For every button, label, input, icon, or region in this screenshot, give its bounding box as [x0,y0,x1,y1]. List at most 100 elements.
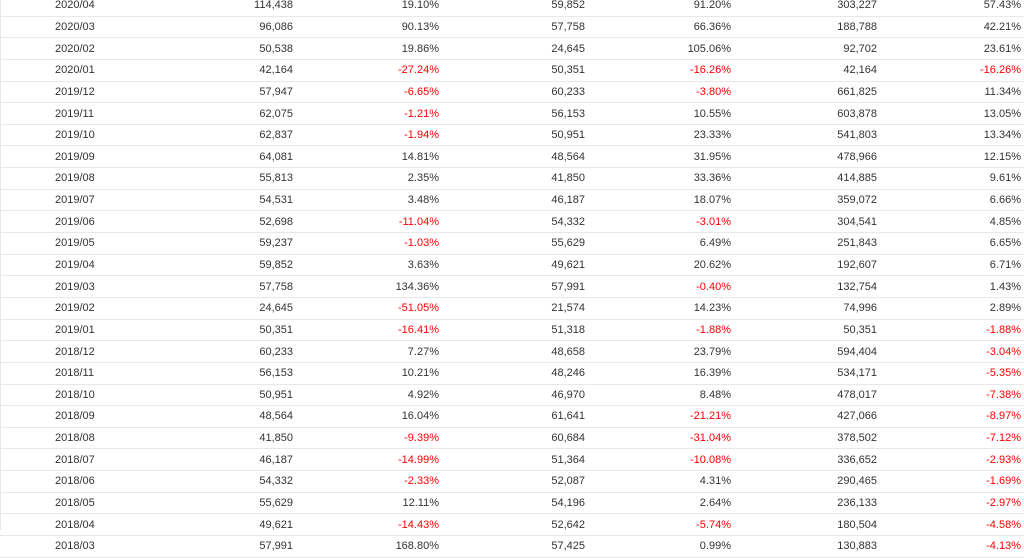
table-row: 2018/06 54,332 -2.33% 52,087 4.31% 290,465 -1.… [0,470,1024,493]
change-2-cell: -21.21% [589,405,735,428]
value-1-cell: 59,852 [148,254,297,277]
table-row: 2019/11 62,075 -1.21% 56,153 10.55% 603,878 13… [0,102,1024,125]
change-3-cell: 1.43% [881,275,1024,298]
change-2-cell: -3.01% [589,210,735,234]
change-1-cell: -1.94% [297,124,443,147]
month-cell: 2019/10 [0,124,148,147]
change-1-cell: 168.80% [297,535,443,558]
table-row: 2019/01 50,351 -16.41% 51,318 -1.88% 50,351 -1… [0,319,1024,342]
change-3-cell: 6.66% [881,189,1024,212]
change-3-cell: -2.93% [881,448,1024,472]
table-row: 2019/07 54,531 3.48% 46,187 18.07% 359,072 6.6… [0,189,1024,212]
value-3-cell: 541,803 [735,124,881,147]
month-cell: 2019/04 [0,254,148,277]
value-1-cell: 55,813 [148,167,297,190]
change-1-cell: 3.63% [297,254,443,277]
value-1-cell: 41,850 [148,427,297,450]
value-1-cell: 54,531 [148,189,297,212]
value-1-cell: 62,837 [148,124,297,147]
table-row: 2018/03 57,991 168.80% 57,425 0.99% 130,883 -4… [0,535,1024,558]
change-1-cell: 19.10% [297,0,443,17]
month-cell: 2018/04 [0,513,148,537]
value-3-cell: 236,133 [735,492,881,515]
value-1-cell: 52,698 [148,210,297,234]
month-cell: 2019/06 [0,210,148,234]
value-2-cell: 21,574 [443,297,589,320]
month-cell: 2018/08 [0,427,148,450]
change-1-cell: -51.05% [297,297,443,320]
value-2-cell: 61,641 [443,405,589,428]
change-3-cell: 42.21% [881,16,1024,39]
change-3-cell: 57.43% [881,0,1024,17]
change-3-cell: 6.65% [881,232,1024,255]
value-2-cell: 56,153 [443,102,589,125]
month-cell: 2020/04 [0,0,148,17]
month-cell: 2019/09 [0,145,148,169]
month-cell: 2019/08 [0,167,148,190]
value-2-cell: 24,645 [443,37,589,60]
value-3-cell: 180,504 [735,513,881,537]
value-1-cell: 50,538 [148,37,297,60]
change-3-cell: -16.26% [881,59,1024,82]
change-2-cell: 66.36% [589,16,735,39]
value-3-cell: 427,066 [735,405,881,428]
change-2-cell: -31.04% [589,427,735,450]
value-3-cell: 188,788 [735,16,881,39]
value-2-cell: 54,332 [443,210,589,234]
change-2-cell: 8.48% [589,384,735,407]
change-2-cell: 0.99% [589,535,735,558]
value-2-cell: 57,425 [443,535,589,558]
change-3-cell: -7.38% [881,384,1024,407]
table-row: 2018/09 48,564 16.04% 61,641 -21.21% 427,066-… [0,405,1024,428]
change-1-cell: 14.81% [297,145,443,169]
change-1-cell: 134.36% [297,275,443,298]
change-3-cell: -5.35% [881,362,1024,385]
change-2-cell: 91.20% [589,0,735,17]
table-row: 2019/03 57,758 134.36% 57,991 -0.40% 132,754 1… [0,275,1024,298]
month-cell: 2018/06 [0,470,148,493]
change-2-cell: -1.88% [589,319,735,342]
change-2-cell: 14.23% [589,297,735,320]
change-2-cell: 31.95% [589,145,735,169]
change-3-cell: 23.61% [881,37,1024,60]
month-cell: 2019/02 [0,297,148,320]
table-row: 2018/12 60,233 7.27% 48,658 23.79% 594,404 -3.… [0,340,1024,363]
table-row: 2020/01 42,164 -27.24% 50,351 -16.26% 42,164-… [0,59,1024,82]
value-1-cell: 59,237 [148,232,297,255]
change-2-cell: -10.08% [589,448,735,472]
value-1-cell: 60,233 [148,340,297,363]
change-3-cell: -2.97% [881,492,1024,515]
month-cell: 2019/01 [0,319,148,342]
value-1-cell: 54,332 [148,470,297,493]
value-2-cell: 46,970 [443,384,589,407]
value-2-cell: 48,246 [443,362,589,385]
value-3-cell: 42,164 [735,59,881,82]
table-row: 2018/08 41,850 -9.39% 60,684 -31.04% 378,502-… [0,427,1024,450]
month-cell: 2020/02 [0,37,148,60]
value-3-cell: 359,072 [735,189,881,212]
value-2-cell: 57,991 [443,275,589,298]
change-3-cell: 6.71% [881,254,1024,277]
table-row: 2018/10 50,951 4.92% 46,970 8.48% 478,017 -7.3… [0,384,1024,407]
value-3-cell: 594,404 [735,340,881,363]
change-1-cell: -27.24% [297,59,443,82]
value-2-cell: 52,087 [443,470,589,493]
month-cell: 2018/09 [0,405,148,428]
table-row: 2019/05 59,237 -1.03% 55,629 6.49% 251,843 6.6… [0,232,1024,255]
change-1-cell: 16.04% [297,405,443,428]
change-2-cell: 16.39% [589,362,735,385]
value-2-cell: 48,658 [443,340,589,363]
table-row: 2019/09 64,081 14.81% 48,564 31.95% 478,966 12… [0,145,1024,169]
value-3-cell: 74,996 [735,297,881,320]
value-3-cell: 192,607 [735,254,881,277]
value-2-cell: 46,187 [443,189,589,212]
value-2-cell: 54,196 [443,492,589,515]
month-cell: 2018/11 [0,362,148,385]
change-2-cell: 18.07% [589,189,735,212]
table-row: 2019/08 55,813 2.35% 41,850 33.36% 414,885 9.6… [0,167,1024,190]
change-1-cell: -2.33% [297,470,443,493]
value-3-cell: 378,502 [735,427,881,450]
change-1-cell: -14.99% [297,448,443,472]
change-2-cell: 20.62% [589,254,735,277]
month-cell: 2019/11 [0,102,148,125]
